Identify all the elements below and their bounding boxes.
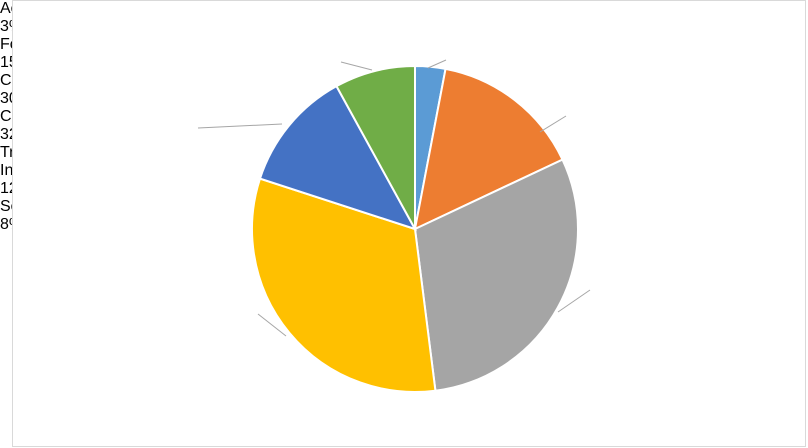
leader-line: [197, 123, 283, 129]
leader-line: [557, 289, 591, 313]
pie-slice: [413, 67, 564, 231]
pie-slice: [258, 84, 418, 231]
leader-line: [257, 313, 287, 337]
leader-line: [539, 115, 567, 133]
pie-slice: [413, 158, 579, 392]
leader-line: [427, 59, 447, 69]
pie-slice: [335, 64, 416, 230]
pie-slice: [251, 177, 437, 393]
leader-line: [340, 61, 373, 71]
